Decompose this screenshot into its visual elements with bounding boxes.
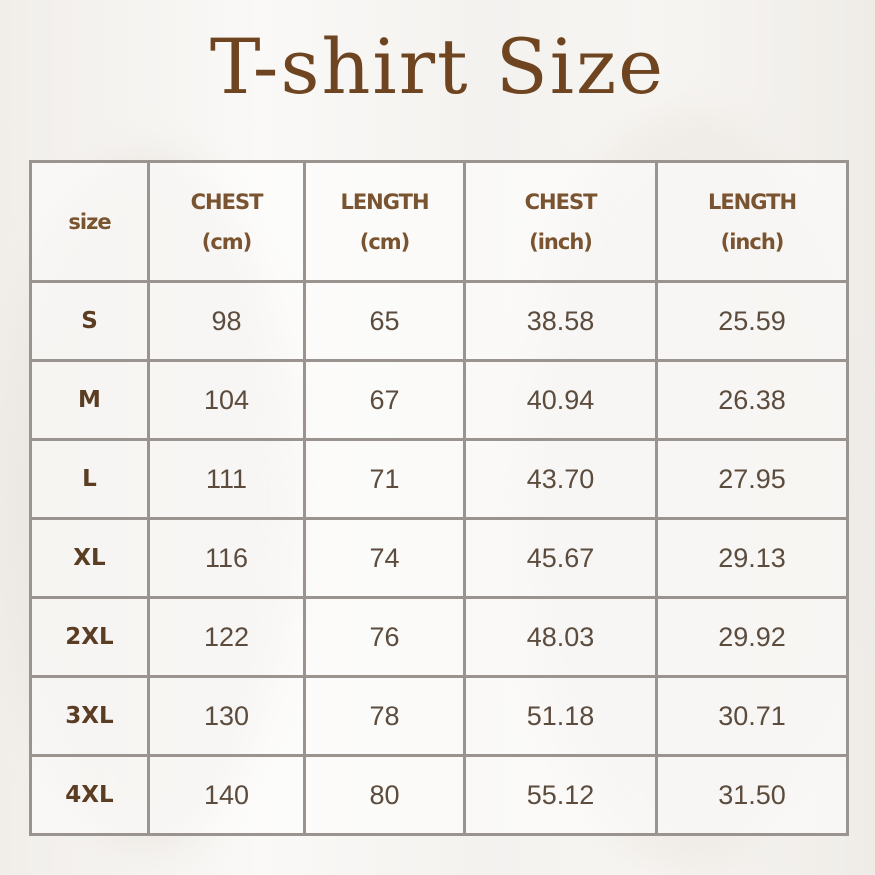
cell-chest-inch: 38.58 (463, 280, 658, 362)
header-chest-cm: CHEST (cm) (147, 160, 306, 283)
cell-chest-cm: 122 (147, 596, 306, 678)
table-row: L 111 71 43.70 27.95 (29, 438, 849, 520)
header-label: CHEST (524, 189, 598, 214)
cell-chest-cm: 130 (147, 675, 306, 757)
cell-chest-inch: 48.03 (463, 596, 658, 678)
cell-chest-cm: 111 (147, 438, 306, 520)
header-label: size (68, 209, 111, 234)
cell-length-inch: 26.38 (655, 359, 849, 441)
table-row: M 104 67 40.94 26.38 (29, 359, 849, 441)
cell-length-inch: 31.50 (655, 754, 849, 836)
page-title: T-shirt Size (209, 22, 666, 111)
cell-size: L (29, 438, 150, 520)
cell-length-cm: 80 (303, 754, 466, 836)
cell-chest-inch: 43.70 (463, 438, 658, 520)
header-chest-inch: CHEST (inch) (463, 160, 658, 283)
cell-chest-inch: 45.67 (463, 517, 658, 599)
cell-length-inch: 27.95 (655, 438, 849, 520)
header-unit: (cm) (359, 229, 411, 254)
cell-length-inch: 25.59 (655, 280, 849, 362)
header-label: CHEST (190, 189, 264, 214)
header-label: LENGTH (340, 189, 429, 214)
table-row: 4XL 140 80 55.12 31.50 (29, 754, 849, 836)
header-row: size CHEST (cm) LENGTH (cm) CHEST (inch) LE… (29, 160, 849, 283)
cell-chest-inch: 40.94 (463, 359, 658, 441)
cell-length-cm: 67 (303, 359, 466, 441)
cell-size: 4XL (29, 754, 150, 836)
header-unit: (inch) (720, 229, 785, 254)
table-row: 3XL 130 78 51.18 30.71 (29, 675, 849, 757)
table-row: 2XL 122 76 48.03 29.92 (29, 596, 849, 678)
cell-length-inch: 29.92 (655, 596, 849, 678)
cell-length-cm: 71 (303, 438, 466, 520)
cell-length-cm: 76 (303, 596, 466, 678)
cell-chest-inch: 55.12 (463, 754, 658, 836)
cell-chest-cm: 140 (147, 754, 306, 836)
table-row: S 98 65 38.58 25.59 (29, 280, 849, 362)
header-unit: (inch) (529, 229, 593, 254)
table-row: XL 116 74 45.67 29.13 (29, 517, 849, 599)
cell-size: 3XL (29, 675, 150, 757)
cell-chest-cm: 104 (147, 359, 306, 441)
cell-chest-cm: 116 (147, 517, 306, 599)
cell-size: XL (29, 517, 150, 599)
cell-size: 2XL (29, 596, 150, 678)
header-length-cm: LENGTH (cm) (303, 160, 466, 283)
cell-size: S (29, 280, 150, 362)
cell-length-cm: 74 (303, 517, 466, 599)
cell-length-inch: 29.13 (655, 517, 849, 599)
header-size: size (29, 160, 150, 283)
size-chart-table: size CHEST (cm) LENGTH (cm) CHEST (inch) LE… (29, 160, 849, 836)
header-unit: (cm) (201, 229, 253, 254)
cell-length-cm: 78 (303, 675, 466, 757)
header-label: LENGTH (707, 189, 797, 214)
header-length-inch: LENGTH (inch) (655, 160, 849, 283)
cell-length-inch: 30.71 (655, 675, 849, 757)
cell-chest-cm: 98 (147, 280, 306, 362)
cell-size: M (29, 359, 150, 441)
cell-chest-inch: 51.18 (463, 675, 658, 757)
cell-length-cm: 65 (303, 280, 466, 362)
